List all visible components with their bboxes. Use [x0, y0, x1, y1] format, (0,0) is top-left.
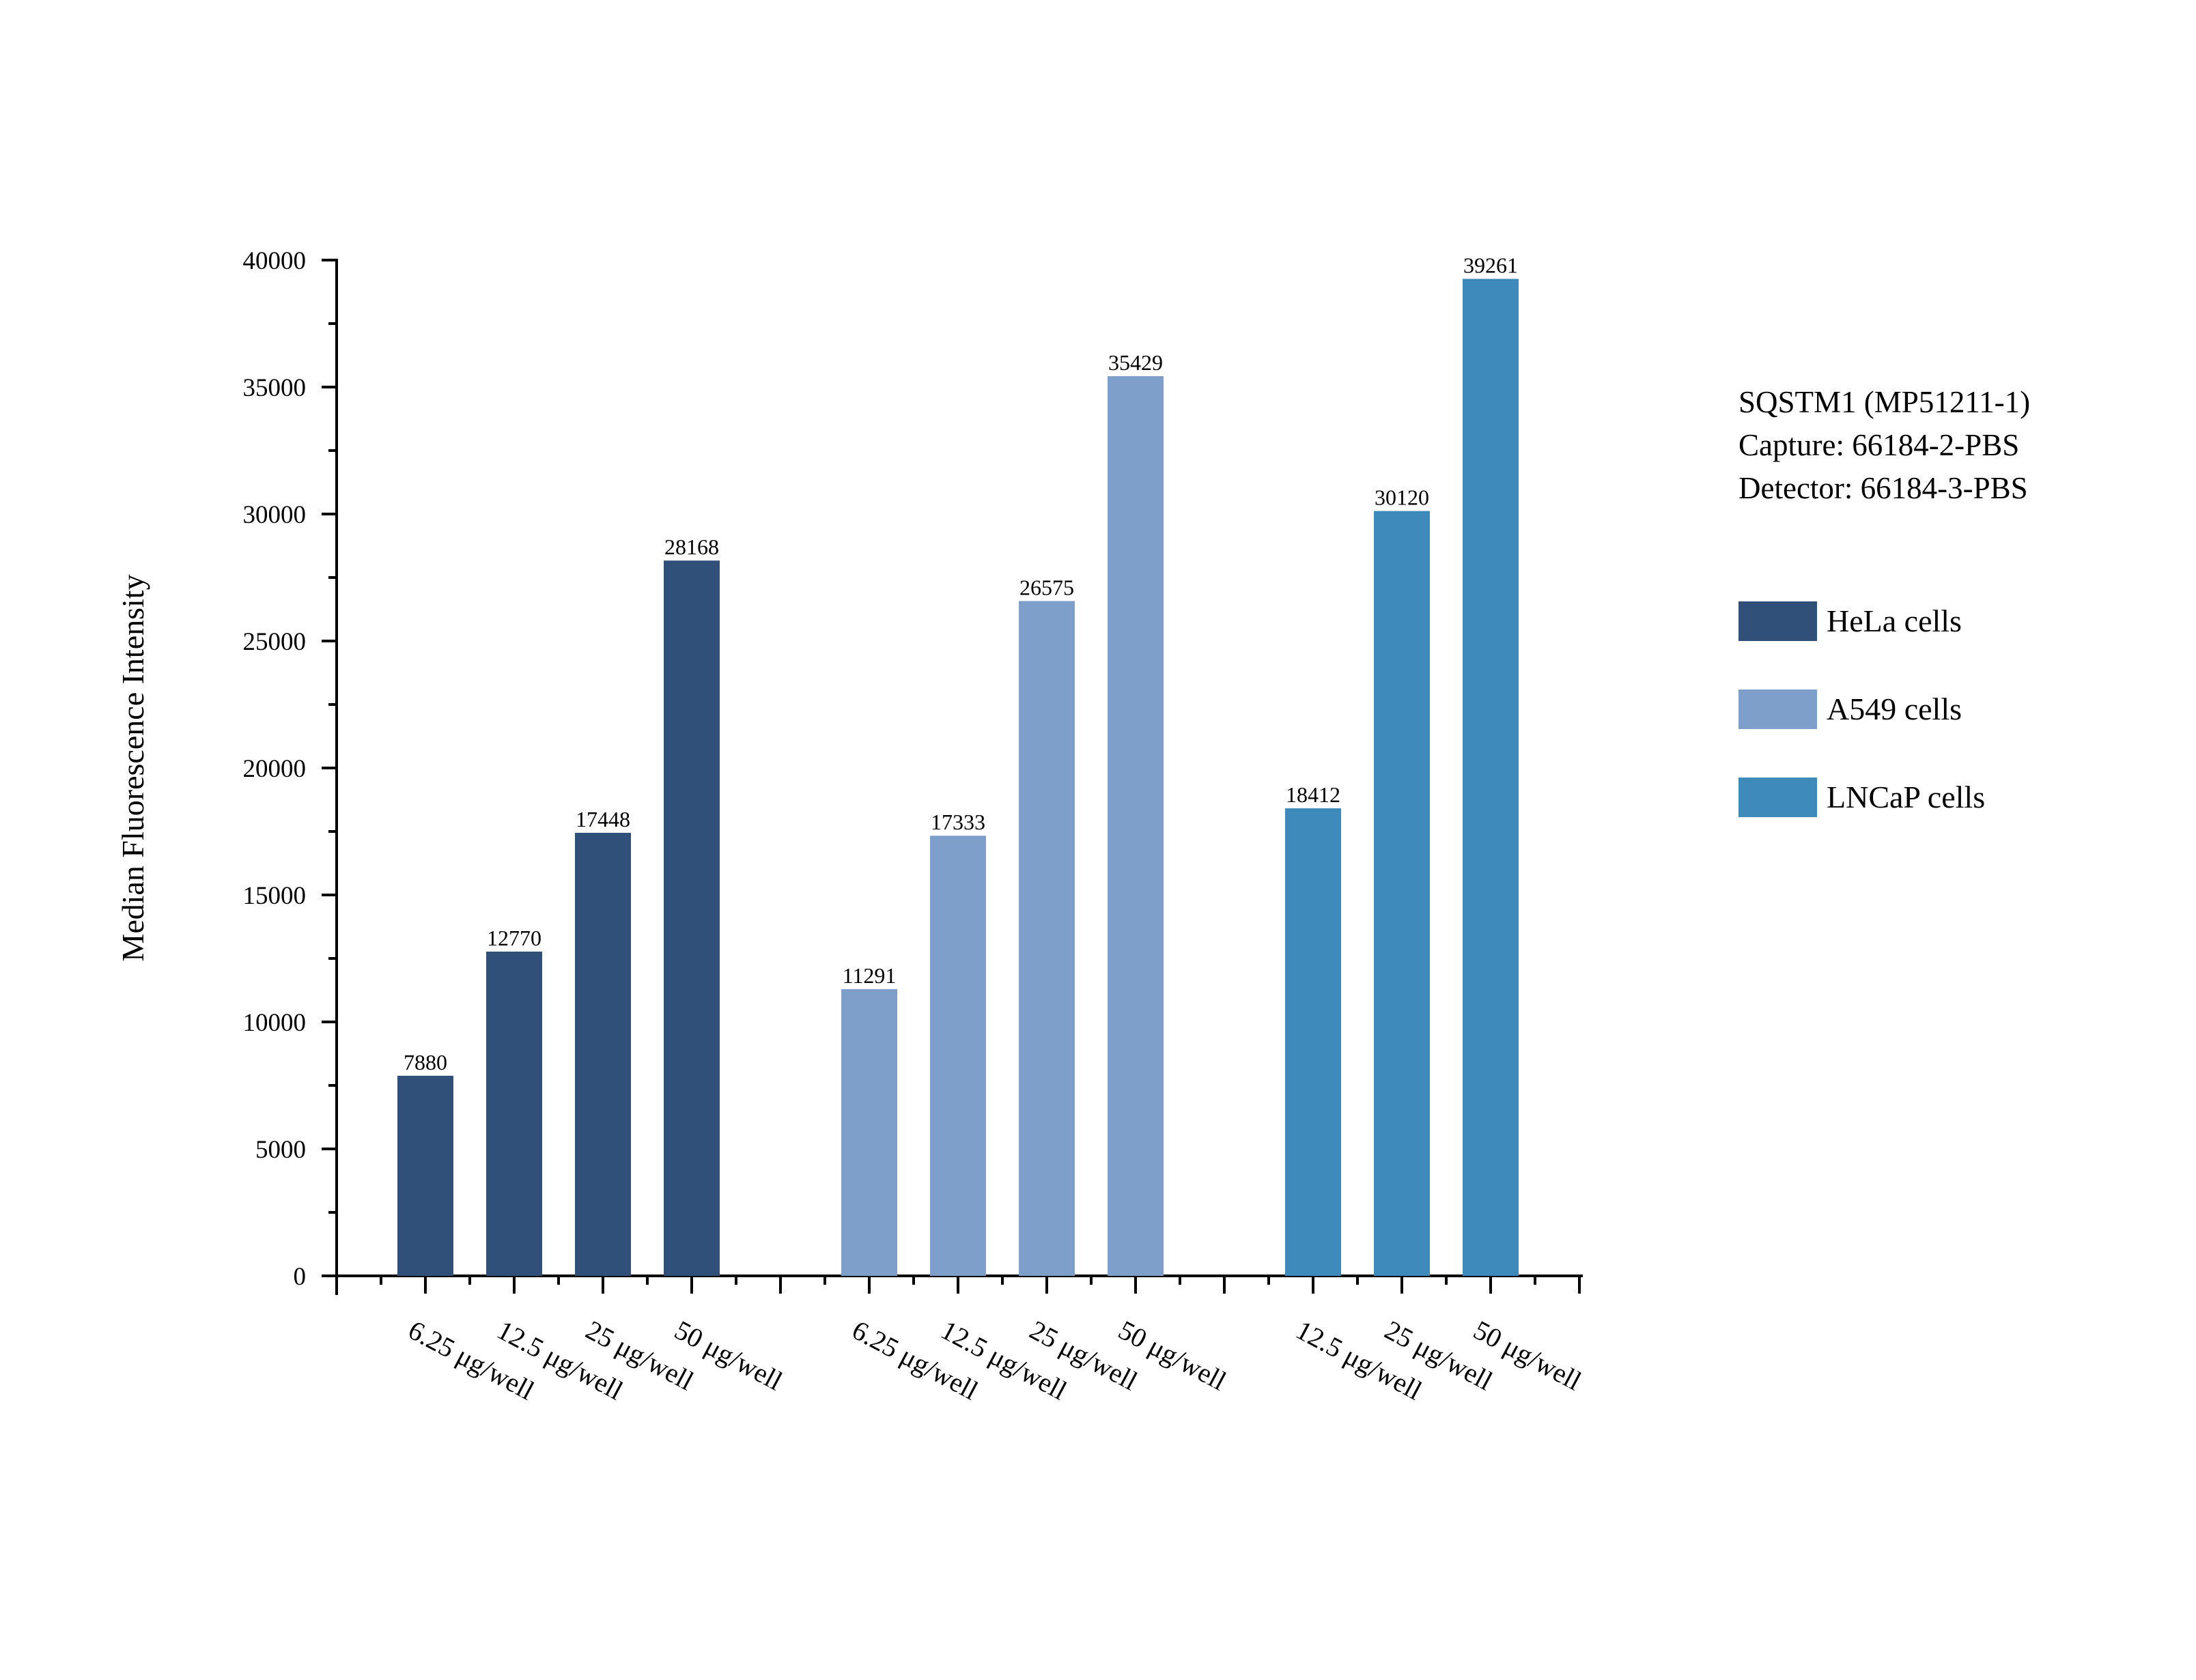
bar-3-1: [1285, 808, 1341, 1276]
data-label: 30120: [1375, 485, 1429, 510]
bar-1-3: [575, 832, 631, 1276]
bar-2-1: [841, 988, 897, 1276]
data-label: 12770: [487, 926, 541, 950]
legend-label: HeLa cells: [1827, 603, 1962, 638]
data-label: 17333: [931, 810, 985, 834]
legend-swatch: [1738, 778, 1817, 817]
bar-1-1: [397, 1075, 453, 1276]
bar-1-2: [486, 951, 542, 1276]
data-label: 28168: [664, 535, 719, 559]
bar-3-2: [1374, 511, 1430, 1276]
legend-label: LNCaP cells: [1827, 780, 1985, 814]
bar-2-4: [1108, 376, 1164, 1276]
x-ticks: [335, 1276, 1581, 1294]
bar-2-2: [930, 836, 986, 1276]
y-tick-label: 0: [294, 1263, 307, 1291]
bar-3-3: [1463, 279, 1519, 1276]
legend-label: A549 cells: [1827, 692, 1962, 726]
annotation-line: Capture: 66184-2-PBS: [1738, 428, 2019, 462]
data-label: 17448: [576, 807, 630, 831]
data-label: 18412: [1286, 782, 1340, 807]
annotation-line: Detector: 66184-3-PBS: [1738, 471, 2028, 505]
bar-1-4: [664, 560, 720, 1276]
data-label: 26575: [1019, 575, 1074, 599]
y-tick-label: 10000: [243, 1009, 307, 1037]
legend-swatch: [1738, 601, 1817, 641]
y-tick-label: 20000: [243, 755, 307, 783]
data-label: 11291: [843, 963, 897, 988]
data-label: 39261: [1463, 253, 1518, 277]
data-label: 7880: [404, 1050, 447, 1074]
y-tick-label: 30000: [243, 501, 307, 529]
data-label: 35429: [1108, 350, 1163, 375]
data-labels: 7880 12770 17448 28168 11291 17333 26575 35429 1…: [404, 253, 1518, 1074]
legend-swatch: [1738, 689, 1817, 729]
y-axis-title: Median Fluorescence Intensity: [115, 574, 150, 961]
annotation-line: SQSTM1 (MP51211-1): [1738, 385, 2030, 419]
y-tick-label: 15000: [243, 882, 307, 910]
y-tick-label: 35000: [243, 374, 307, 402]
y-ticks: 0 5000 10000 15000 20000 25000 30000 35000 40000: [243, 247, 337, 1291]
y-tick-label: 25000: [243, 628, 307, 656]
legend: HeLa cells A549 cells LNCaP cells: [1738, 601, 1985, 817]
bar-2-3: [1019, 601, 1075, 1276]
y-tick-label: 40000: [243, 247, 307, 275]
y-tick-label: 5000: [255, 1136, 306, 1164]
bars: [397, 279, 1519, 1276]
side-annotation: SQSTM1 (MP51211-1) Capture: 66184-2-PBS De…: [1738, 385, 2030, 505]
